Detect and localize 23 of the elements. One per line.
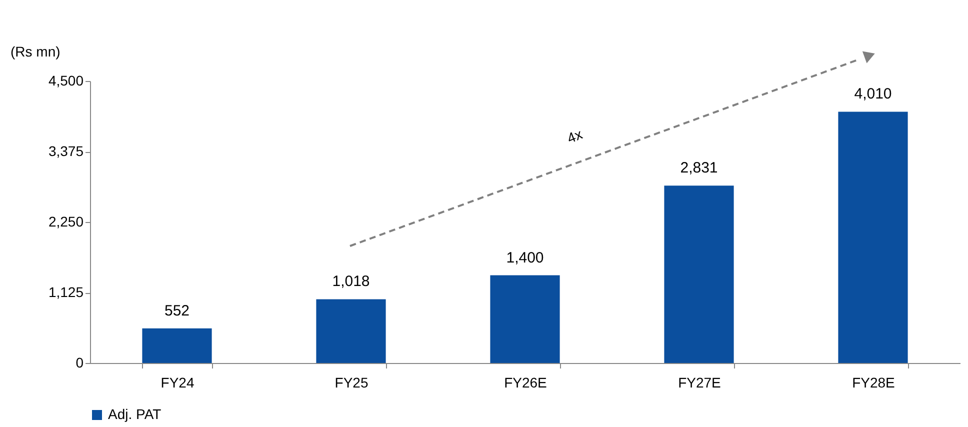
y-tick-label: 0: [76, 354, 84, 370]
x-tick-label: FY25: [334, 374, 368, 390]
x-tick-label: FY27E: [678, 374, 721, 390]
y-tick-label: 4,500: [48, 72, 84, 88]
bar: [838, 112, 908, 363]
data-label: 4,010: [854, 86, 892, 103]
annotation: 4x: [564, 126, 584, 146]
legend-label: Adj. PAT: [108, 406, 162, 422]
bar: [490, 275, 560, 363]
data-label: 552: [164, 302, 190, 320]
data-label: 1,018: [332, 273, 370, 290]
data-label: 1,400: [506, 249, 544, 266]
x-tick-label: FY28E: [852, 374, 895, 390]
x-tick-label: FY26E: [504, 374, 547, 390]
y-axis-title: (Rs mn): [10, 44, 60, 60]
bar: [664, 186, 734, 363]
y-tick-label: 2,250: [48, 214, 84, 230]
y-tick-label: 1,125: [48, 284, 84, 300]
bar: [316, 299, 386, 363]
x-tick-label: FY24: [160, 374, 194, 390]
y-tick-label: 3,375: [48, 143, 84, 159]
data-label: 2,831: [680, 160, 718, 177]
bar: [142, 328, 212, 363]
